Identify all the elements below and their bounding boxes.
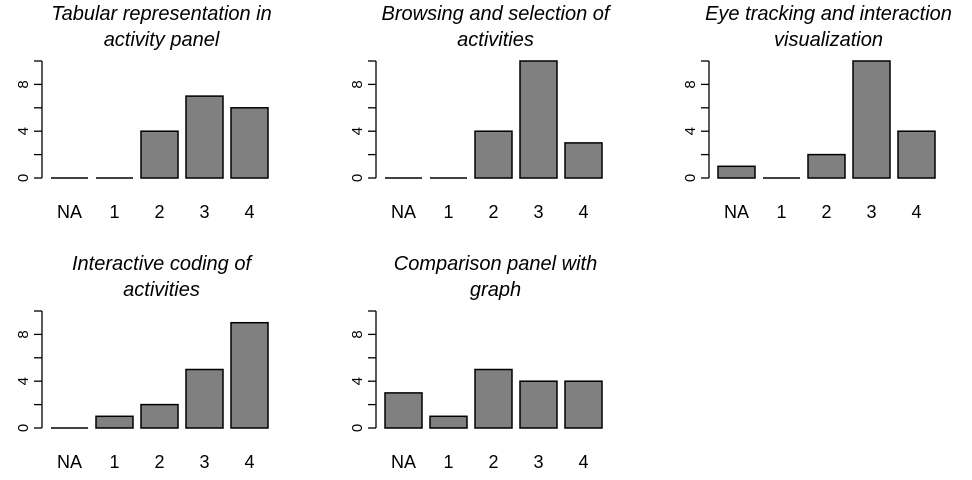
x-tick-label: 3	[533, 452, 543, 472]
y-tick-label: 4	[349, 377, 366, 385]
x-tick-label: 2	[821, 202, 831, 222]
x-tick-label: 4	[911, 202, 921, 222]
bar	[519, 60, 558, 179]
chart-title: visualization	[774, 29, 883, 51]
bar	[474, 368, 513, 429]
chart-title: Eye tracking and interaction	[705, 3, 952, 25]
y-tick-label: 8	[349, 330, 366, 338]
x-tick-label: 1	[443, 452, 453, 472]
chart-title: activities	[123, 279, 200, 301]
bar	[717, 165, 756, 179]
y-tick-label: 8	[15, 330, 32, 338]
bar	[564, 380, 603, 429]
chart-title: graph	[470, 279, 521, 301]
x-tick-label: 2	[488, 202, 498, 222]
x-tick-label: NA	[57, 452, 82, 472]
bar	[429, 415, 468, 429]
bar	[185, 368, 224, 429]
chart-title: Interactive coding of	[72, 253, 253, 275]
bar	[384, 392, 423, 429]
bar	[140, 403, 179, 429]
x-tick-label: 1	[109, 452, 119, 472]
y-tick-label: 0	[349, 424, 366, 432]
bar	[230, 321, 269, 429]
x-tick-label: 2	[154, 202, 164, 222]
y-tick-label: 4	[15, 377, 32, 385]
y-tick-label: 8	[349, 80, 366, 88]
y-tick-label: 0	[682, 174, 699, 182]
x-tick-label: NA	[391, 452, 416, 472]
y-tick-label: 0	[15, 174, 32, 182]
x-tick-label: 4	[578, 452, 588, 472]
y-tick-label: 4	[349, 127, 366, 135]
bar	[140, 130, 179, 179]
x-tick-label: 4	[244, 202, 254, 222]
chart-title: Comparison panel with	[394, 253, 597, 275]
x-tick-label: 1	[109, 202, 119, 222]
x-tick-label: NA	[57, 202, 82, 222]
x-tick-label: 4	[578, 202, 588, 222]
bar	[564, 142, 603, 179]
y-tick-label: 0	[349, 174, 366, 182]
chart-title: activity panel	[104, 29, 220, 51]
x-tick-label: 4	[244, 452, 254, 472]
bar	[852, 60, 891, 179]
bar	[185, 95, 224, 179]
bar	[897, 130, 936, 179]
bar	[519, 380, 558, 429]
x-tick-label: 3	[866, 202, 876, 222]
y-tick-label: 0	[15, 424, 32, 432]
x-tick-label: NA	[724, 202, 749, 222]
x-tick-label: 1	[776, 202, 786, 222]
chart-title: Browsing and selection of	[382, 3, 612, 25]
y-tick-label: 8	[15, 80, 32, 88]
bar	[95, 415, 134, 429]
bar	[474, 130, 513, 179]
chart-title: activities	[457, 29, 534, 51]
x-tick-label: 2	[488, 452, 498, 472]
y-tick-label: 4	[15, 127, 32, 135]
y-tick-label: 4	[682, 127, 699, 135]
x-tick-label: 2	[154, 452, 164, 472]
x-tick-label: 1	[443, 202, 453, 222]
y-tick-label: 8	[682, 80, 699, 88]
x-tick-label: 3	[533, 202, 543, 222]
chart-title: Tabular representation in	[51, 3, 272, 25]
x-tick-label: NA	[391, 202, 416, 222]
x-tick-label: 3	[199, 452, 209, 472]
bar	[230, 107, 269, 179]
bar	[807, 153, 846, 179]
x-tick-label: 3	[199, 202, 209, 222]
